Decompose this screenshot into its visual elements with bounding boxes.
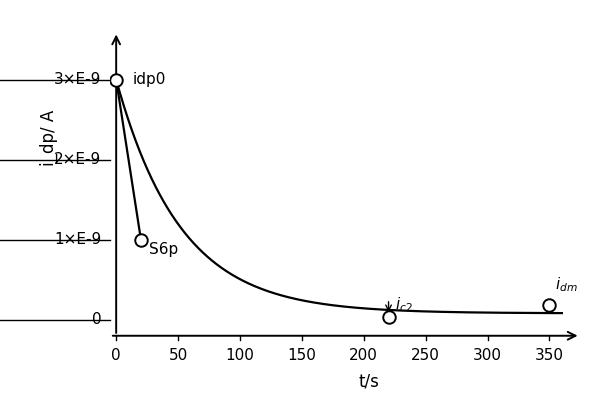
Text: i_dp/ A: i_dp/ A	[40, 110, 58, 166]
Text: 1×E-9: 1×E-9	[54, 232, 101, 247]
Text: $i_{dm}$: $i_{dm}$	[555, 276, 577, 294]
Text: 0: 0	[92, 312, 101, 327]
Text: 100: 100	[225, 348, 254, 363]
Text: S6p: S6p	[149, 243, 178, 258]
Text: t/s: t/s	[358, 372, 379, 390]
Text: 0: 0	[111, 348, 121, 363]
Text: 200: 200	[349, 348, 378, 363]
Text: 350: 350	[535, 348, 564, 363]
Text: 300: 300	[473, 348, 502, 363]
Text: 250: 250	[411, 348, 440, 363]
Text: 150: 150	[287, 348, 316, 363]
Text: 3×E-9: 3×E-9	[54, 72, 101, 87]
Text: 2×E-9: 2×E-9	[54, 152, 101, 167]
Text: 50: 50	[169, 348, 188, 363]
Text: idp0: idp0	[133, 72, 166, 87]
Text: $i_{c2}$: $i_{c2}$	[395, 295, 413, 314]
